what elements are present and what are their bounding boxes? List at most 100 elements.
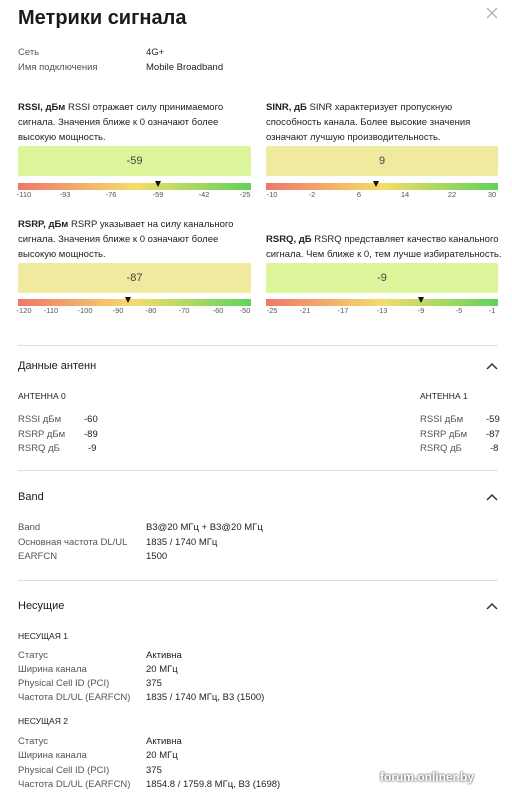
earfcn-value: 1500: [146, 551, 168, 562]
carrier-1-pci-label: Physical Cell ID (PCI): [18, 678, 110, 689]
chevron-up-icon[interactable]: [486, 362, 498, 370]
rsrq-description: RSRQ, дБ RSRQ представляет качество кана…: [266, 232, 502, 262]
antenna-0-rssi-value: -60: [84, 414, 98, 425]
tick-label: -50: [239, 306, 251, 315]
rsrp-desc-text: RSRP указывает на силу канального сигнал…: [18, 219, 234, 260]
antenna-0-header: АНТЕННА 0: [18, 391, 66, 401]
rsrq-value: -9: [377, 272, 387, 284]
antenna-1-rssi-value: -59: [486, 414, 500, 425]
page-title: Метрики сигнала: [18, 7, 187, 29]
tick-label: 14: [400, 190, 410, 199]
tick-label: -60: [212, 306, 224, 315]
sinr-name: SINR, дБ: [266, 102, 307, 113]
carrier-2-width-label: Ширина канала: [18, 750, 87, 761]
rsrp-ticks: -120 -110 -100 -90 -80 -70 -60 -50: [16, 306, 251, 320]
tick-label: -25: [266, 306, 278, 315]
rsrq-value-box: -9: [266, 263, 498, 293]
main-frequency-label: Основная частота DL/UL: [18, 537, 128, 548]
tick-label: -93: [59, 190, 71, 199]
carrier-1-header: НЕСУЩАЯ 1: [18, 631, 68, 641]
sinr-value-box: 9: [266, 146, 498, 176]
rsrp-gauge-marker: [124, 297, 131, 303]
tick-label: -120: [16, 306, 32, 315]
rsrp-value: -87: [126, 272, 143, 284]
carrier-2-freq-value: 1854.8 / 1759.8 МГц, B3 (1698): [146, 779, 281, 790]
rssi-value-box: -59: [18, 146, 251, 176]
antenna-0-rsrq-value: -9: [88, 443, 97, 454]
rssi-description: RSSI, дБм RSSI отражает силу принимаемог…: [18, 100, 254, 145]
rsrp-value-box: -87: [18, 263, 251, 293]
close-icon[interactable]: [484, 5, 500, 21]
divider: [18, 470, 498, 471]
rsrp-name: RSRP, дБм: [18, 219, 69, 230]
sinr-desc-text: SINR характеризует пропускную способност…: [266, 102, 471, 143]
rsrp-description: RSRP, дБм RSRP указывает на силу канальн…: [18, 217, 254, 262]
rsrq-desc-text: RSRQ представляет качество канального си…: [266, 234, 502, 260]
antenna-1-rsrq-value: -8: [490, 443, 499, 454]
antenna-0-rssi-label: RSSI дБм: [18, 414, 62, 425]
tick-label: -5: [455, 306, 463, 315]
carrier-2-status-label: Статус: [18, 736, 49, 747]
rsrq-ticks: -25 -21 -17 -13 -9 -5 -1: [266, 306, 498, 320]
antenna-section-title[interactable]: Данные антенн: [18, 360, 97, 372]
antenna-0-rsrq-label: RSRQ дБ: [18, 443, 60, 454]
antenna-1-rssi-label: RSSI дБм: [420, 414, 464, 425]
rsrq-gauge-marker: [417, 297, 424, 303]
carriers-section-title[interactable]: Несущие: [18, 600, 65, 612]
rssi-value: -59: [126, 155, 143, 167]
rssi-gauge-marker: [154, 181, 161, 187]
carrier-2-freq-label: Частота DL/UL (EARFCN): [18, 779, 131, 790]
tick-label: -110: [16, 190, 32, 199]
tick-label: -21: [299, 306, 311, 315]
earfcn-label: EARFCN: [18, 551, 58, 562]
antenna-1-rsrq-label: RSRQ дБ: [420, 443, 462, 454]
main-frequency-value: 1835 / 1740 МГц: [146, 537, 218, 548]
carrier-1-status-value: Активна: [146, 650, 182, 661]
divider: [18, 345, 498, 346]
sinr-description: SINR, дБ SINR характеризует пропускную с…: [266, 100, 502, 145]
antenna-1-rsrp-label: RSRP дБм: [420, 429, 468, 440]
rssi-name: RSSI, дБм: [18, 102, 66, 113]
tick-label: -10: [266, 190, 278, 199]
network-label: Сеть: [18, 47, 40, 58]
rsrq-gauge-bar: [266, 299, 498, 306]
carrier-1-status-label: Статус: [18, 650, 49, 661]
band-section-title[interactable]: Band: [18, 491, 44, 503]
tick-label: -110: [43, 306, 59, 315]
tick-label: -90: [112, 306, 124, 315]
tick-label: -1: [488, 306, 496, 315]
tick-label: -13: [376, 306, 388, 315]
tick-label: -17: [337, 306, 349, 315]
band-value: B3@20 МГц + B3@20 МГц: [146, 522, 263, 533]
carrier-2-pci-value: 375: [146, 765, 162, 776]
rsrp-gauge-bar: [18, 299, 251, 306]
carrier-2-header: НЕСУЩАЯ 2: [18, 716, 68, 726]
divider: [18, 580, 498, 581]
tick-label: -42: [198, 190, 210, 199]
chevron-up-icon[interactable]: [486, 602, 498, 610]
tick-label: 30: [487, 190, 497, 199]
tick-label: -76: [105, 190, 117, 199]
antenna-1-header: АНТЕННА 1: [420, 391, 468, 401]
connection-name-label: Имя подключения: [18, 62, 98, 73]
carrier-2-status-value: Активна: [146, 736, 182, 747]
sinr-ticks: -10 -2 6 14 22 30: [266, 190, 498, 204]
connection-name-value: Mobile Broadband: [146, 62, 224, 73]
rssi-desc-text: RSSI отражает силу принимаемого сигнала.…: [18, 102, 224, 143]
chevron-up-icon[interactable]: [486, 493, 498, 501]
tick-label: -9: [417, 306, 425, 315]
tick-label: -59: [152, 190, 164, 199]
tick-label: -100: [77, 306, 93, 315]
rsrq-name: RSRQ, дБ: [266, 234, 312, 245]
carrier-1-width-label: Ширина канала: [18, 664, 87, 675]
antenna-0-rsrp-label: RSRP дБм: [18, 429, 66, 440]
tick-label: 22: [447, 190, 457, 199]
watermark: forum.onliner.by: [380, 770, 475, 784]
tick-label: 6: [356, 190, 362, 199]
rssi-ticks: -110 -93 -76 -59 -42 -25: [16, 190, 251, 204]
carrier-1-freq-value: 1835 / 1740 МГц, B3 (1500): [146, 692, 265, 703]
sinr-gauge-marker: [373, 181, 380, 187]
carrier-1-freq-label: Частота DL/UL (EARFCN): [18, 692, 131, 703]
sinr-gauge-bar: [266, 183, 498, 190]
carrier-2-pci-label: Physical Cell ID (PCI): [18, 765, 110, 776]
